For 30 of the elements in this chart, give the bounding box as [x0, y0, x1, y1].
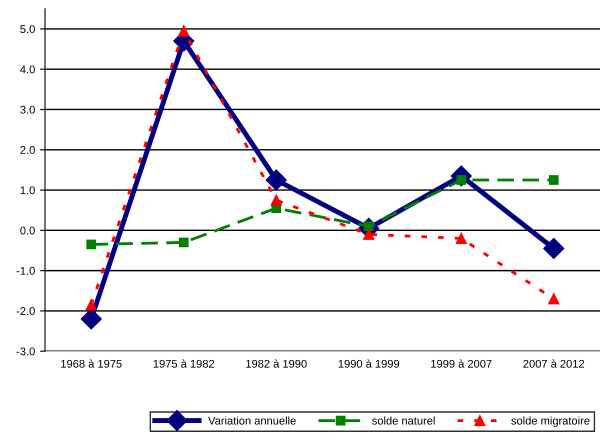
y-tick-label: 4.0 — [20, 65, 35, 74]
x-tick-label: 1975 à 1982 — [154, 359, 214, 368]
x-tick-label: 2007 à 2012 — [523, 359, 584, 368]
point — [266, 169, 287, 191]
point — [178, 238, 189, 248]
point — [178, 25, 190, 36]
y-tick-label: -1.0 — [16, 266, 35, 275]
legend-label: solde migratoire — [511, 416, 590, 427]
x-tick-label: 1990 à 1999 — [338, 359, 400, 368]
y-tick-label: 0.0 — [20, 226, 35, 234]
y-tick-label: 1.0 — [20, 186, 35, 194]
y-tick-label: -3.0 — [16, 347, 35, 356]
legend-label: Variation annuelle — [208, 416, 296, 425]
y-tick-label: 5.0 — [20, 25, 35, 34]
y-tick-label: 3.0 — [20, 106, 35, 114]
point — [548, 293, 560, 304]
legend-label: solde naturel — [372, 416, 435, 425]
x-tick-label: 1999 à 2007 — [431, 359, 492, 368]
point — [80, 308, 102, 330]
point — [363, 228, 374, 240]
point — [86, 299, 97, 310]
point — [270, 194, 282, 206]
point — [543, 238, 564, 259]
x-tick-label: 1968 à 1975 — [61, 359, 122, 368]
point — [548, 175, 559, 185]
x-tick-label: 1982 à 1990 — [246, 359, 307, 368]
y-tick-label: -2.0 — [16, 307, 35, 316]
point — [456, 232, 467, 244]
point — [86, 240, 96, 250]
y-tick-label: 2.0 — [20, 146, 35, 154]
